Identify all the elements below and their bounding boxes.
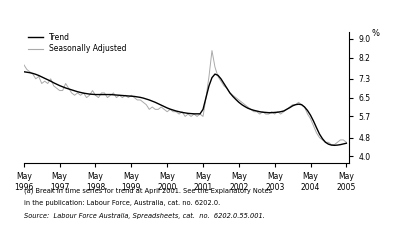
Legend: Trend, Seasonally Adjusted: Trend, Seasonally Adjusted [28, 33, 127, 53]
Text: Source:  Labour Force Australia, Spreadsheets, cat.  no.  6202.0.55.001.: Source: Labour Force Australia, Spreadsh… [24, 213, 265, 220]
Text: (a) Break in time series for trend at April 2001. See the Explanatory Notes: (a) Break in time series for trend at Ap… [24, 187, 272, 194]
Text: in the publication: Labour Force, Australia, cat. no. 6202.0.: in the publication: Labour Force, Austra… [24, 200, 220, 206]
Y-axis label: %: % [372, 29, 380, 38]
